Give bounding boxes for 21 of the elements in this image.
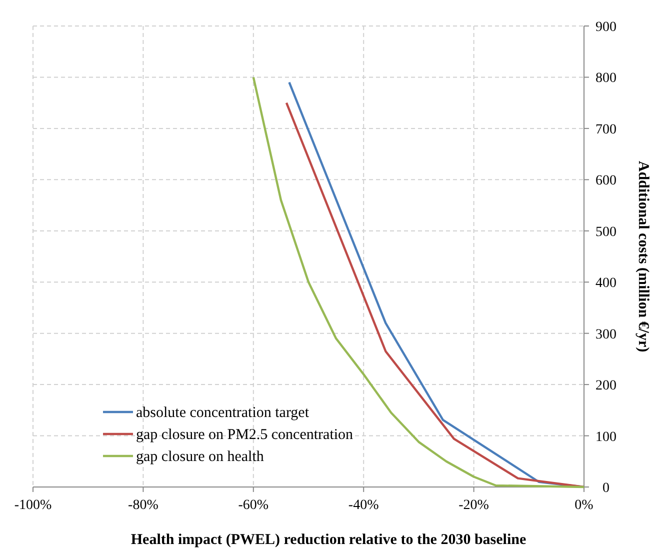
x-tick-label: 0% xyxy=(574,498,594,513)
x-axis-title: Health impact (PWEL) reduction relative to the 2030 baseline xyxy=(130,532,526,548)
y-tick-label: 900 xyxy=(596,20,616,35)
y-tick-label: 500 xyxy=(596,224,616,240)
y-tick-label: 0 xyxy=(602,481,610,496)
x-tick-label: -20% xyxy=(458,498,490,513)
y-tick-label: 600 xyxy=(596,174,616,189)
legend-label: absolute concentration target xyxy=(136,405,310,421)
y-tick-label: 400 xyxy=(596,276,616,292)
x-tick-label: -80% xyxy=(128,498,159,513)
y-tick-label: 200 xyxy=(596,378,616,394)
y-tick-label: 700 xyxy=(596,122,616,138)
y-tick-label: 800 xyxy=(596,71,616,86)
x-tick-label: -60% xyxy=(238,498,269,513)
y-tick-label: 100 xyxy=(596,430,616,445)
legend-label: gap closure on PM2.5 concentration xyxy=(136,427,354,443)
y-axis-title: Additional costs (million €/yr) xyxy=(635,160,651,352)
x-tick-label: -100% xyxy=(14,498,52,513)
legend-label: gap closure on health xyxy=(136,449,264,465)
y-tick-label: 300 xyxy=(596,327,616,342)
x-tick-label: -40% xyxy=(348,498,380,513)
